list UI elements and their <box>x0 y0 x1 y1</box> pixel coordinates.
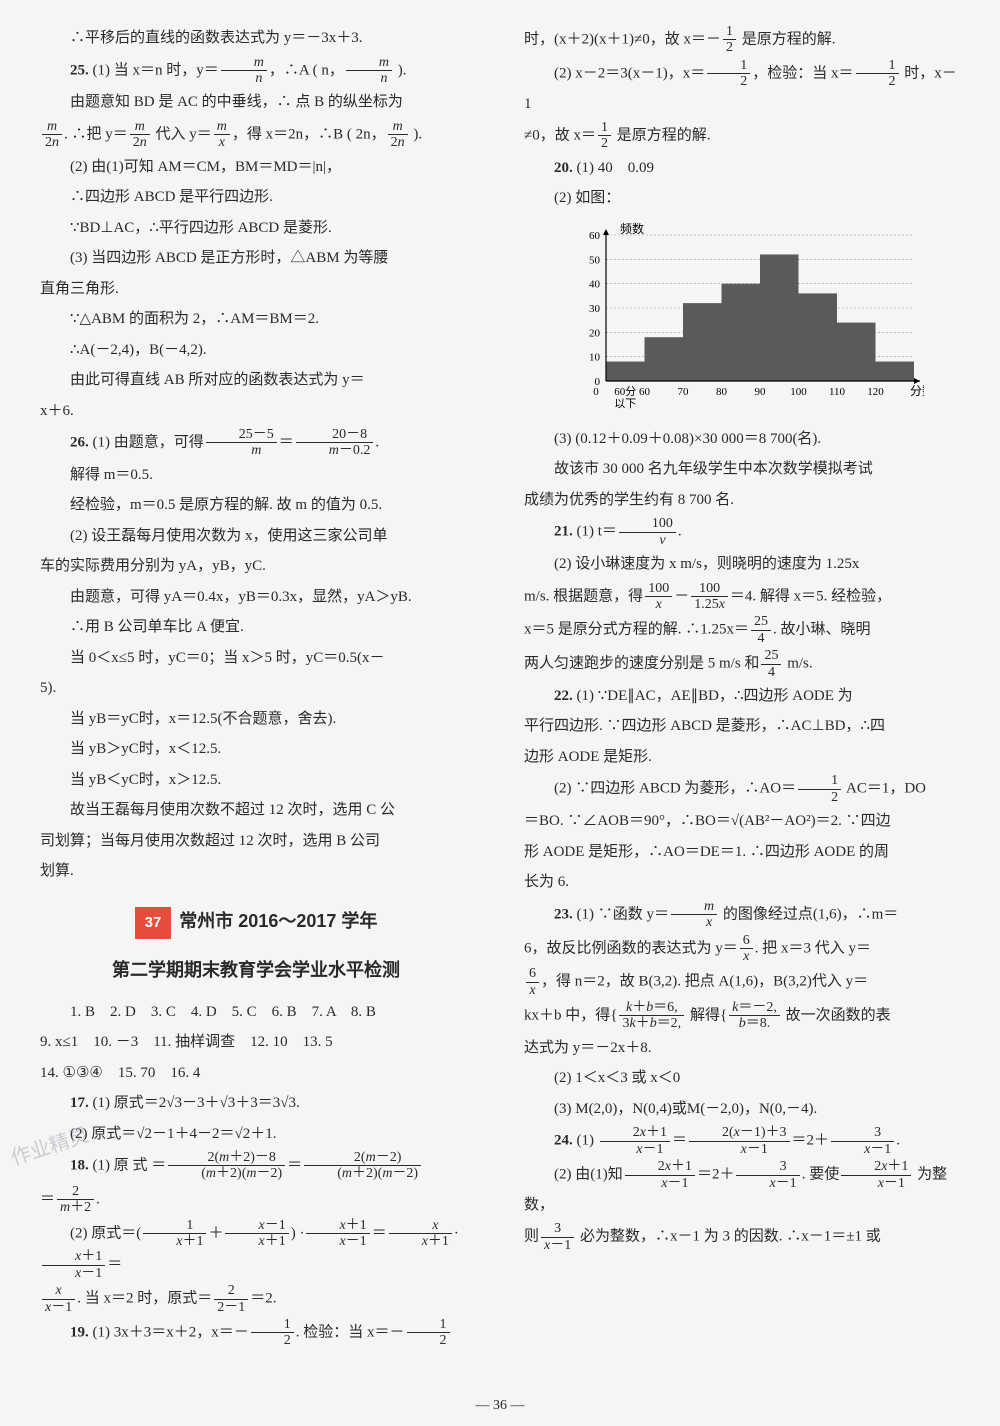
svg-text:60: 60 <box>639 386 651 398</box>
text-line: m2n. ∴把 y＝m2n 代入 y＝mx，得 x＝2n，∴B ( 2n，m2n… <box>40 119 472 151</box>
svg-text:60: 60 <box>589 230 601 242</box>
text-line: 故当王磊每月使用次数不超过 12 次时，选用 C 公 <box>40 796 472 825</box>
svg-text:20: 20 <box>589 327 601 339</box>
text-line: (2) 设小琳速度为 x m/s，则晓明的速度为 1.25x <box>524 550 964 579</box>
text-line: 17. (1) 原式＝2√3－3＋√3＋3＝3√3. <box>40 1089 472 1118</box>
text-line: (3) M(2,0)，N(0,4)或M(－2,0)，N(0,－4). <box>524 1095 964 1124</box>
text-line: 边形 AODE 是矩形. <box>524 743 964 772</box>
svg-text:110: 110 <box>829 386 846 398</box>
answer-line: 9. x≤1 10. －3 11. 抽样调查 12. 10 13. 5 <box>40 1028 472 1057</box>
page-number: — 36 — <box>0 1393 1000 1420</box>
svg-text:70: 70 <box>678 386 690 398</box>
text-line: (2) 1＜x＜3 或 x＜0 <box>524 1064 964 1093</box>
svg-text:0: 0 <box>593 386 599 398</box>
text-line: (3) (0.12＋0.09＋0.08)×30 000＝8 700(名). <box>524 425 964 454</box>
svg-text:以下: 以下 <box>614 398 636 410</box>
text-line: (2) 原式＝(1x＋1＋x－1x＋1) ·x＋1x－1＝xx＋1·x＋1x－1… <box>40 1218 472 1282</box>
svg-text:120: 120 <box>867 386 884 398</box>
text-line: ≠0，故 x＝12 是原方程的解. <box>524 120 964 152</box>
text-line: 22. (1) ∵DE∥AC，AE∥BD，∴四边形 AODE 为 <box>524 682 964 711</box>
text-line: 平行四边形. ∵四边形 ABCD 是菱形，∴AC⊥BD，∴四 <box>524 712 964 741</box>
text-line: (2) x－2＝3(x－1)，x＝12，检验：当 x＝12 时，x－1 <box>524 58 964 118</box>
text-line: 当 yB＝yC时，x＝12.5(不合题意，舍去). <box>40 705 472 734</box>
text-line: 6x，得 n＝2，故 B(3,2). 把点 A(1,6)，B(3,2)代入 y＝ <box>524 966 964 998</box>
text-line: 成绩为优秀的学生约有 8 700 名. <box>524 486 964 515</box>
text-line: 划算. <box>40 857 472 886</box>
left-column: ∴平移后的直线的函数表达式为 y＝－3x＋3. 25. (1) 当 x＝n 时，… <box>0 0 500 1426</box>
answer-line: 14. ①③④ 15. 70 16. 4 <box>40 1059 472 1088</box>
text-line: (2) 原式＝√2－1＋4－2＝√2＋1. <box>40 1120 472 1149</box>
text-line: x＝5 是原分式方程的解. ∴1.25x＝254. 故小琳、晓明 <box>524 614 964 646</box>
text-line: (2) ∵四边形 ABCD 为菱形，∴AO＝12 AC＝1，DO <box>524 773 964 805</box>
text-line: (2) 由(1)可知 AM＝CM，BM＝MD＝|n|， <box>40 153 472 182</box>
text-line: 两人匀速跑步的速度分别是 5 m/s 和254 m/s. <box>524 648 964 680</box>
text-line: 达式为 y＝－2x＋8. <box>524 1034 964 1063</box>
text-line: 24. (1) 2x＋1x－1＝2(x－1)＋3x－1＝2＋3x－1. <box>524 1125 964 1157</box>
svg-text:30: 30 <box>589 303 601 315</box>
text-line: ∴四边形 ABCD 是平行四边形. <box>40 183 472 212</box>
text-line: 经检验，m＝0.5 是原方程的解. 故 m 的值为 0.5. <box>40 491 472 520</box>
svg-text:80: 80 <box>716 386 728 398</box>
text-line: (2) 如图： <box>524 184 964 213</box>
text-line: ∵BD⊥AC，∴平行四边形 ABCD 是菱形. <box>40 214 472 243</box>
text-line: m/s. 根据题意，得100x－1001.25x＝4. 解得 x＝5. 经检验， <box>524 581 964 613</box>
text-line: kx＋b 中，得{k＋b＝6,3k＋b＝2, 解得{k＝－2,b＝8. 故一次函… <box>524 1000 964 1032</box>
text-line: x＋6. <box>40 397 472 426</box>
text-line: 当 yB＜yC时，x＞12.5. <box>40 766 472 795</box>
text-line: 解得 m＝0.5. <box>40 461 472 490</box>
frequency-bar-chart: 010203040506060分以下60708090100110120频数分数0 <box>564 221 924 421</box>
svg-text:40: 40 <box>589 279 601 291</box>
text-line: xx－1. 当 x＝2 时，原式＝22－1＝2. <box>40 1283 472 1315</box>
text-line: 形 AODE 是矩形，∴AO＝DE＝1. ∴四边形 AODE 的周 <box>524 838 964 867</box>
text-line: (3) 当四边形 ABCD 是正方形时，△ABM 为等腰 <box>40 244 472 273</box>
text-line: 20. (1) 40 0.09 <box>524 154 964 183</box>
text-line: 18. (1) 原 式 ＝2(m＋2)－8(m＋2)(m－2)＝2(m－2)(m… <box>40 1150 472 1182</box>
text-line: ∴用 B 公司单车比 A 便宜. <box>40 613 472 642</box>
section-number-badge: 37 <box>135 907 172 940</box>
text-line: 车的实际费用分别为 yA，yB，yC. <box>40 552 472 581</box>
text-line: 21. (1) t＝100v. <box>524 516 964 548</box>
text-line: 26. (1) 由题意，可得25－5m＝20－8m－0.2. <box>40 427 472 459</box>
text-line: 由此可得直线 AB 所对应的函数表达式为 y＝ <box>40 366 472 395</box>
answer-line: 1. B 2. D 3. C 4. D 5. C 6. B 7. A 8. B <box>40 998 472 1027</box>
text-line: 19. (1) 3x＋3＝x＋2，x＝－12. 检验：当 x＝－12 <box>40 1317 472 1349</box>
svg-text:分数: 分数 <box>910 383 924 398</box>
svg-text:90: 90 <box>755 386 767 398</box>
text-line: ∴A(－2,4)，B(－4,2). <box>40 336 472 365</box>
svg-text:60分: 60分 <box>614 385 636 398</box>
text-line: 5). <box>40 674 472 703</box>
section-title: 37常州市 2016～2017 学年 <box>40 904 472 940</box>
text-line: 由题意，可得 yA＝0.4x，yB＝0.3x，显然，yA＞yB. <box>40 583 472 612</box>
right-column: 时，(x＋2)(x＋1)≠0，故 x＝－12 是原方程的解. (2) x－2＝3… <box>500 0 1000 1426</box>
text-line: ＝BO. ∵∠AOB＝90°，∴BO＝√(AB²－AO²)＝2. ∵四边 <box>524 807 964 836</box>
text-line: 时，(x＋2)(x＋1)≠0，故 x＝－12 是原方程的解. <box>524 24 964 56</box>
text-line: 25. (1) 当 x＝n 时，y＝mn，∴A ( n，mn ). <box>40 55 472 87</box>
text-line: 由题意知 BD 是 AC 的中垂线，∴ 点 B 的纵坐标为 <box>40 88 472 117</box>
text-line: (2) 由(1)知2x＋1x－1＝2＋3x－1. 要使2x＋1x－1 为整数， <box>524 1159 964 1219</box>
svg-text:100: 100 <box>790 386 807 398</box>
section-subtitle: 第二学期期末教育学会学业水平检测 <box>40 953 472 987</box>
text-line: ＝2m＋2. <box>40 1184 472 1216</box>
text-line: ∵△ABM 的面积为 2，∴AM＝BM＝2. <box>40 305 472 334</box>
svg-text:频数: 频数 <box>620 221 644 236</box>
text-line: ∴平移后的直线的函数表达式为 y＝－3x＋3. <box>40 24 472 53</box>
text-line: 司划算；当每月使用次数超过 12 次时，选用 B 公司 <box>40 827 472 856</box>
text-line: 当 0＜x≤5 时，yC＝0；当 x＞5 时，yC＝0.5(x－ <box>40 644 472 673</box>
text-line: 则3x－1 必为整数，∴x－1 为 3 的因数. ∴x－1＝±1 或 <box>524 1221 964 1253</box>
text-line: 故该市 30 000 名九年级学生中本次数学模拟考试 <box>524 455 964 484</box>
chart-svg: 010203040506060分以下60708090100110120频数分数0 <box>564 221 924 421</box>
text-line: 当 yB＞yC时，x＜12.5. <box>40 735 472 764</box>
text-line: (2) 设王磊每月使用次数为 x，使用这三家公司单 <box>40 522 472 551</box>
text-line: 直角三角形. <box>40 275 472 304</box>
text-line: 长为 6. <box>524 868 964 897</box>
text-line: 6，故反比例函数的表达式为 y＝6x. 把 x＝3 代入 y＝ <box>524 933 964 965</box>
text-line: 23. (1) ∵函数 y＝mx 的图像经过点(1,6)，∴m＝ <box>524 899 964 931</box>
svg-text:50: 50 <box>589 254 601 266</box>
svg-text:10: 10 <box>589 352 601 364</box>
